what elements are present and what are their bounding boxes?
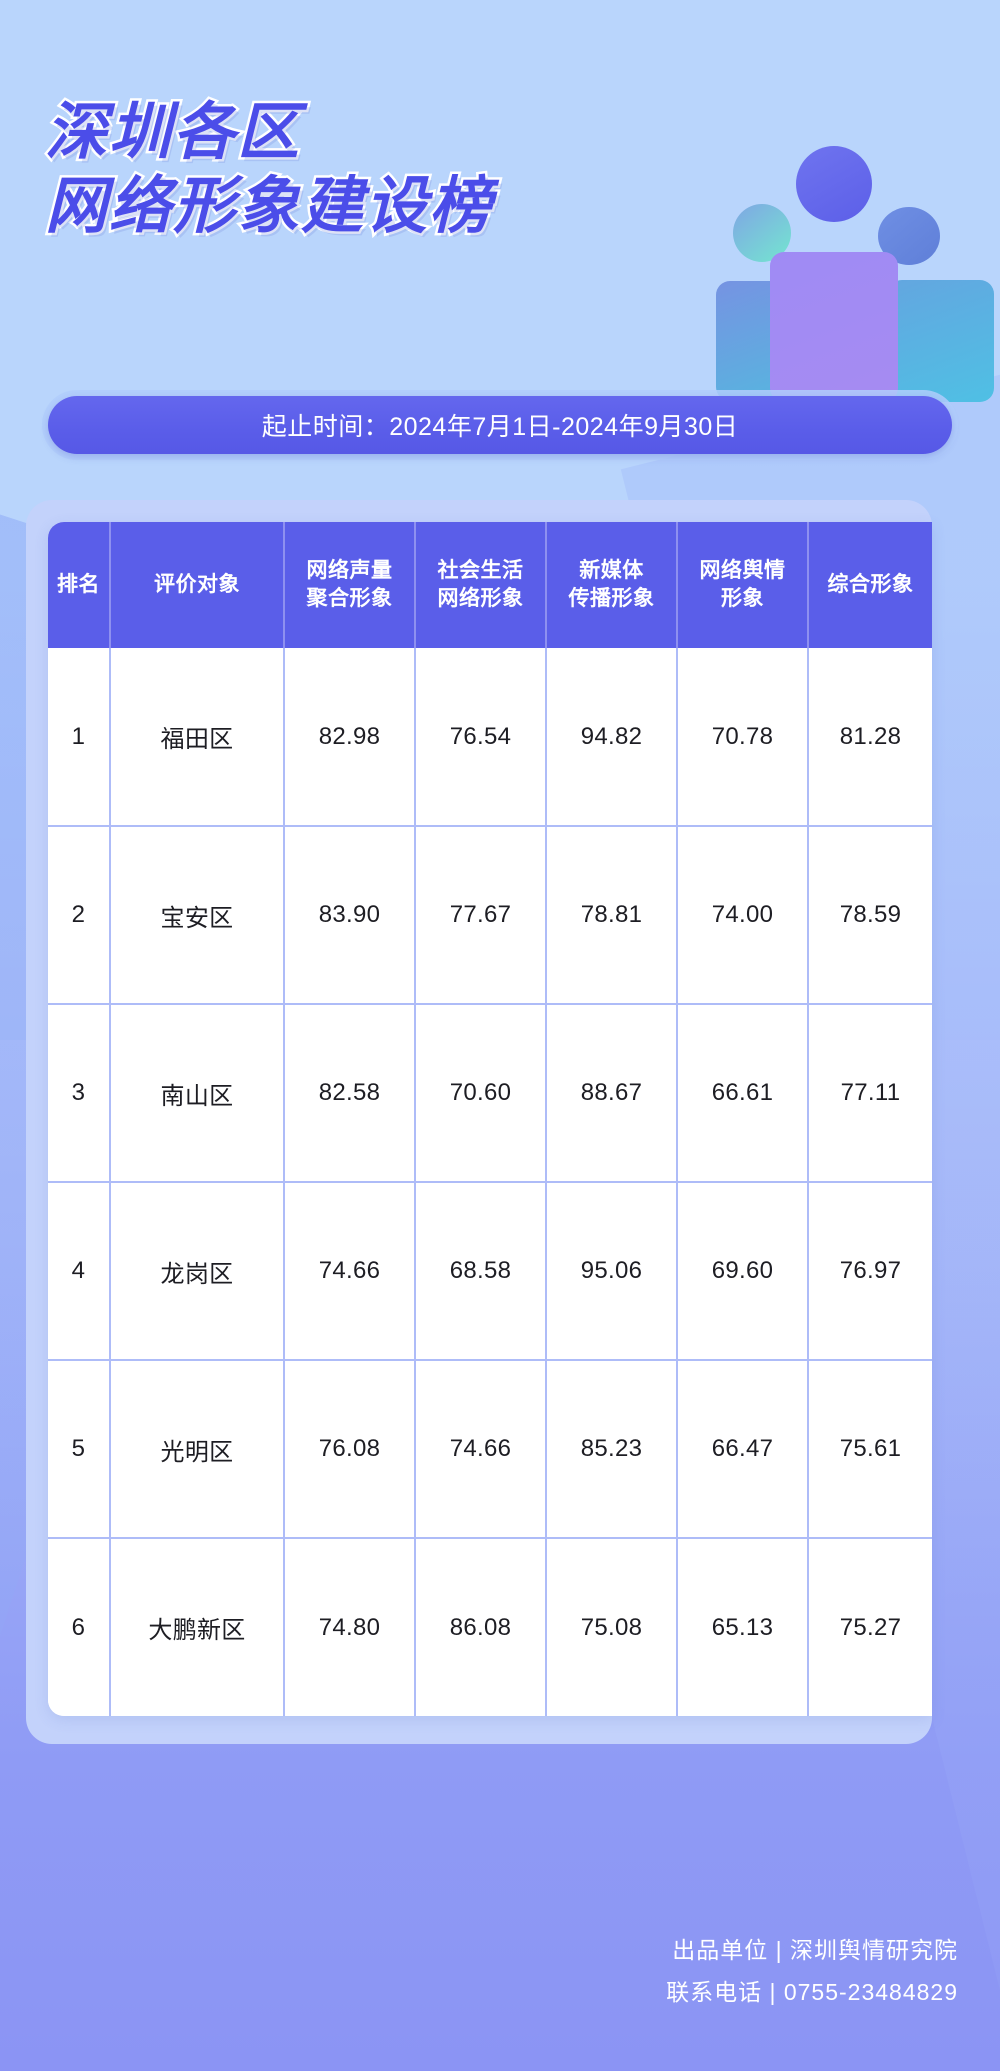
title-line-2: 网络形象建设榜 <box>42 170 494 244</box>
column-header-overall: 综合形象 <box>808 522 932 648</box>
cell-overall: 76.97 <box>808 1182 932 1361</box>
cell-overall: 78.59 <box>808 826 932 1005</box>
person-right-body <box>888 280 994 402</box>
header-label: 网络形象 <box>437 587 524 610</box>
cell-sentiment: 65.13 <box>677 1538 809 1716</box>
cell-sentiment: 70.78 <box>677 648 809 827</box>
cell-overall: 75.27 <box>808 1538 932 1716</box>
cell-voice: 76.08 <box>284 1360 416 1539</box>
cell-voice: 82.58 <box>284 1004 416 1183</box>
table-row: 1 福田区 82.98 76.54 94.82 70.78 81.28 <box>48 648 932 827</box>
ranking-table-card: 排名 评价对象 网络声量聚合形象 社会生活网络形象 新媒体传播形象 网络舆情形象… <box>48 522 932 1716</box>
cell-voice: 74.66 <box>284 1182 416 1361</box>
cell-rank: 5 <box>48 1360 111 1539</box>
cell-social: 70.60 <box>415 1004 547 1183</box>
cell-sentiment: 66.47 <box>677 1360 809 1539</box>
cell-rank: 2 <box>48 826 111 1005</box>
table-row: 5 光明区 76.08 74.66 85.23 66.47 75.61 <box>48 1360 932 1539</box>
cell-newmedia: 88.67 <box>546 1004 678 1183</box>
table-header: 排名 评价对象 网络声量聚合形象 社会生活网络形象 新媒体传播形象 网络舆情形象… <box>48 522 932 648</box>
ranking-table-frame: 排名 评价对象 网络声量聚合形象 社会生活网络形象 新媒体传播形象 网络舆情形象… <box>26 500 932 1744</box>
cell-newmedia: 85.23 <box>546 1360 678 1539</box>
cell-subject: 南山区 <box>110 1004 285 1183</box>
three-people-icon <box>700 100 994 402</box>
footer-publisher: 出品单位 | 深圳舆情研究院 <box>672 1937 958 1963</box>
column-header-social: 社会生活 网络形象 <box>415 522 547 648</box>
cell-rank: 1 <box>48 648 111 827</box>
cell-social: 74.66 <box>415 1360 547 1539</box>
title-line-1: 深圳各区 <box>42 96 302 170</box>
cell-social: 77.67 <box>415 826 547 1005</box>
page-title: 深圳各区 网络形象建设榜 <box>42 96 494 244</box>
table-row: 4 龙岗区 74.66 68.58 95.06 69.60 76.97 <box>48 1182 932 1361</box>
table-body: 1 福田区 82.98 76.54 94.82 70.78 81.28 2 宝安… <box>48 648 932 1716</box>
column-header-sentiment: 网络舆情 形象 <box>677 522 809 648</box>
cell-voice: 82.98 <box>284 648 416 827</box>
header-label: 形象 <box>721 587 764 610</box>
ranking-table: 排名 评价对象 网络声量聚合形象 社会生活网络形象 新媒体传播形象 网络舆情形象… <box>48 522 932 1716</box>
column-header-subject: 评价对象 <box>110 522 285 648</box>
header-label: 综合形象 <box>827 573 914 596</box>
header-label: 新媒体 <box>579 559 644 582</box>
cell-sentiment: 74.00 <box>677 826 809 1005</box>
cell-overall: 81.28 <box>808 648 932 827</box>
cell-subject: 龙岗区 <box>110 1182 285 1361</box>
cell-voice: 83.90 <box>284 826 416 1005</box>
cell-overall: 77.11 <box>808 1004 932 1183</box>
cell-rank: 6 <box>48 1538 111 1716</box>
header-label: 网络舆情 <box>699 559 786 582</box>
column-header-voice: 网络声量 聚合形象 <box>284 522 416 648</box>
footer-phone: 联系电话 | 0755-23484829 <box>666 1979 958 2005</box>
table-row: 3 南山区 82.58 70.60 88.67 66.61 77.11 <box>48 1004 932 1183</box>
table-header-row: 排名 评价对象 网络声量聚合形象 社会生活网络形象 新媒体传播形象 网络舆情形象… <box>48 522 932 648</box>
footer: 出品单位 | 深圳舆情研究院 联系电话 | 0755-23484829 <box>666 1929 958 2013</box>
cell-subject: 福田区 <box>110 648 285 827</box>
cell-sentiment: 66.61 <box>677 1004 809 1183</box>
table-row: 6 大鹏新区 74.80 86.08 75.08 65.13 75.27 <box>48 1538 932 1716</box>
cell-overall: 75.61 <box>808 1360 932 1539</box>
person-center-body <box>770 252 898 402</box>
cell-newmedia: 95.06 <box>546 1182 678 1361</box>
table-row: 2 宝安区 83.90 77.67 78.81 74.00 78.59 <box>48 826 932 1005</box>
date-range-banner: 起止时间：2024年7月1日-2024年9月30日 <box>42 390 958 460</box>
cell-voice: 74.80 <box>284 1538 416 1716</box>
cell-subject: 光明区 <box>110 1360 285 1539</box>
cell-newmedia: 94.82 <box>546 648 678 827</box>
cell-social: 68.58 <box>415 1182 547 1361</box>
cell-sentiment: 69.60 <box>677 1182 809 1361</box>
column-header-newmedia: 新媒体 传播形象 <box>546 522 678 648</box>
header-label: 聚合形象 <box>306 587 393 610</box>
header-label: 传播形象 <box>568 587 655 610</box>
header-label: 排名 <box>57 573 100 596</box>
cell-rank: 3 <box>48 1004 111 1183</box>
header-label: 网络声量 <box>306 559 393 582</box>
cell-rank: 4 <box>48 1182 111 1361</box>
header-label: 评价对象 <box>154 573 240 596</box>
cell-subject: 大鹏新区 <box>110 1538 285 1716</box>
header-label: 社会生活 <box>437 559 524 582</box>
person-center-head <box>796 146 872 222</box>
cell-social: 86.08 <box>415 1538 547 1716</box>
date-range-text: 起止时间：2024年7月1日-2024年9月30日 <box>48 396 952 454</box>
cell-newmedia: 78.81 <box>546 826 678 1005</box>
cell-newmedia: 75.08 <box>546 1538 678 1716</box>
cell-subject: 宝安区 <box>110 826 285 1005</box>
cell-social: 76.54 <box>415 648 547 827</box>
column-header-rank: 排名 <box>48 522 111 648</box>
